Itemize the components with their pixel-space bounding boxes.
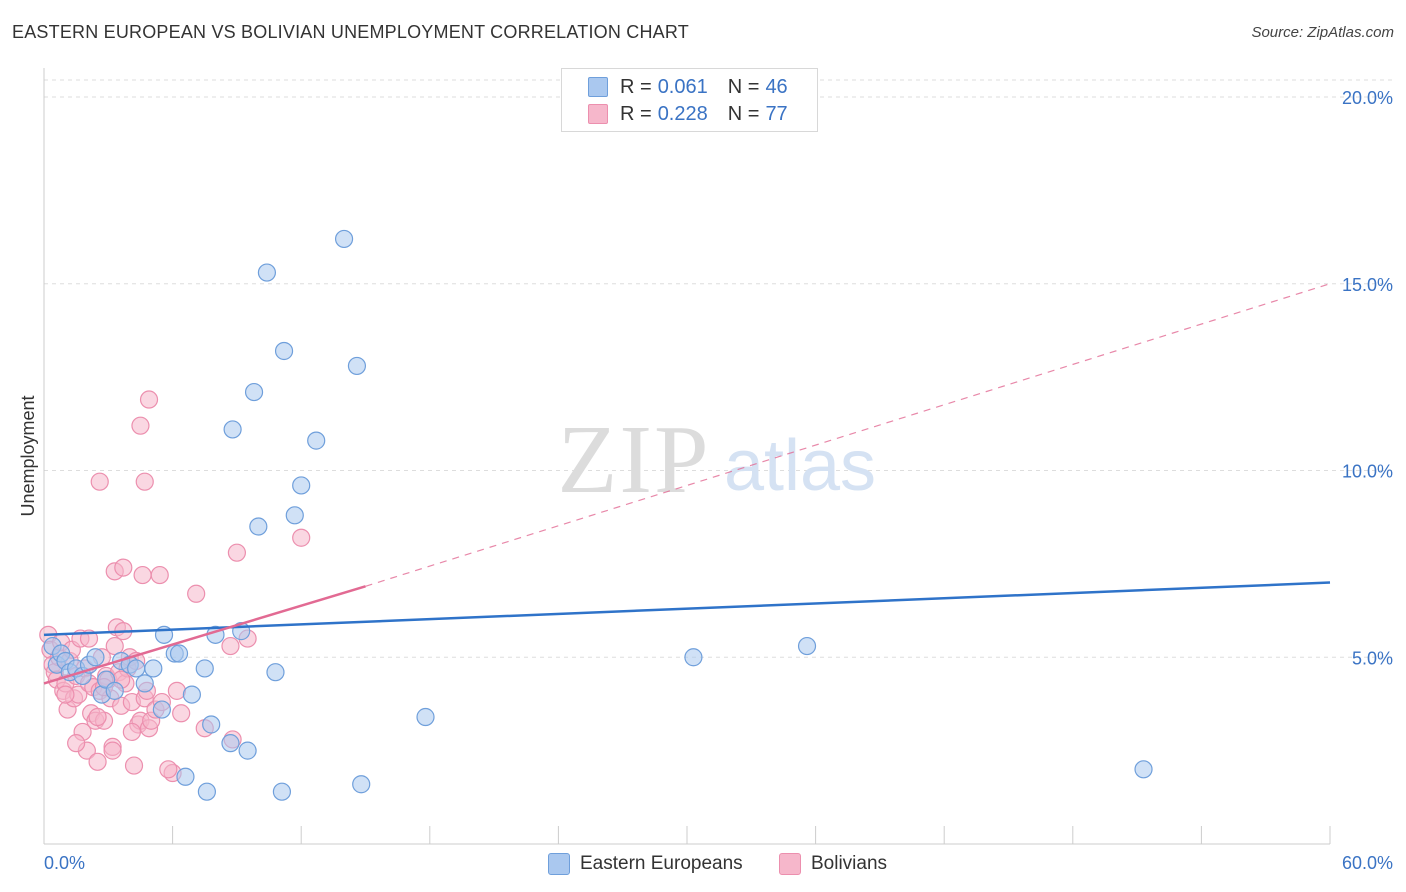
- bolivian-point: [167, 681, 186, 700]
- eastern-european-point: [1134, 760, 1153, 779]
- legend-n-label: N =: [727, 102, 760, 125]
- eastern-european-point: [197, 782, 216, 801]
- bolivian-point: [159, 760, 178, 779]
- eastern-european-point: [257, 263, 277, 282]
- bolivian-point: [67, 734, 86, 753]
- chart-title: EASTERN EUROPEAN VS BOLIVIAN UNEMPLOYMEN…: [12, 22, 689, 42]
- eastern-european-point: [684, 648, 703, 667]
- bolivian-point: [172, 704, 191, 723]
- eastern-european-point: [797, 636, 817, 656]
- bolivian-point: [221, 636, 240, 656]
- watermark-zip: ZIP: [558, 406, 711, 514]
- eastern-european-point: [202, 715, 221, 734]
- bolivian-point: [133, 565, 152, 585]
- bottom-legend-swatch-pink: [779, 853, 801, 875]
- y-axis-label: Unemployment: [18, 395, 38, 516]
- bolivian-point: [88, 707, 107, 727]
- bolivian-point: [150, 565, 169, 585]
- eastern-european-point: [182, 685, 201, 704]
- eastern-european-point: [135, 674, 154, 693]
- axis-labels: Unemployment 0.0% 60.0% 5.0% 10.0% 15.0% 20…: [18, 88, 1393, 873]
- eastern-european-point: [195, 659, 214, 678]
- bolivian-point: [131, 416, 150, 435]
- eastern-european-point: [238, 741, 257, 760]
- legend-r-value: 0.061: [657, 75, 708, 98]
- eastern-european-point: [347, 356, 367, 376]
- data-points: [39, 229, 1153, 801]
- bolivian-point: [90, 472, 109, 491]
- bolivian-point: [124, 756, 144, 775]
- eastern-european-point: [244, 382, 264, 402]
- eastern-european-point: [223, 420, 242, 439]
- y-tick-label: 10.0%: [1342, 462, 1393, 482]
- legend-n-value: 77: [765, 102, 788, 125]
- bottom-legend-eastern-europeans: Eastern Europeans: [548, 852, 743, 876]
- y-tick-label: 15.0%: [1342, 275, 1393, 295]
- eastern-european-point: [144, 659, 163, 678]
- watermark: ZIP atlas: [558, 406, 877, 514]
- bottom-legend-label: Eastern Europeans: [580, 853, 743, 874]
- bottom-legend-bolivians: Bolivians: [779, 852, 887, 876]
- legend-r-value: 0.228: [657, 102, 708, 125]
- watermark-atlas: atlas: [724, 426, 876, 506]
- axes: [43, 68, 1331, 845]
- eastern-european-point: [221, 734, 240, 753]
- eastern-european-point: [169, 644, 189, 663]
- bottom-legend-swatch-blue: [548, 853, 570, 875]
- legend-swatch-blue: [588, 77, 608, 97]
- bolivian-point: [122, 722, 141, 742]
- bolivian-point: [139, 390, 159, 409]
- legend-r-label: R =: [620, 102, 652, 125]
- bolivian-point: [227, 543, 246, 562]
- eastern-european-point: [127, 659, 146, 678]
- bolivian-trend-line: [43, 585, 366, 685]
- source-label: Source: ZipAtlas.com: [1251, 24, 1394, 41]
- bolivian-point: [103, 741, 122, 760]
- eastern-european-point: [86, 648, 105, 667]
- eastern-european-point: [105, 681, 124, 700]
- bolivian-point: [114, 558, 133, 577]
- legend-row-eastern-europeans: R = 0.061 N = 46: [588, 75, 788, 99]
- correlation-legend: R = 0.061 N = 46 R = 0.228 N = 77: [561, 68, 818, 132]
- legend-row-bolivians: R = 0.228 N = 77: [588, 102, 788, 126]
- eastern-european-trend-line: [43, 581, 1331, 637]
- bolivian-point: [88, 752, 107, 771]
- eastern-european-point: [352, 775, 371, 794]
- bolivian-point: [292, 528, 311, 547]
- eastern-european-point: [249, 517, 268, 536]
- eastern-european-point: [285, 506, 304, 525]
- legend-n-value: 46: [765, 75, 788, 98]
- eastern-european-point: [274, 341, 294, 361]
- bolivian-point: [56, 685, 75, 704]
- legend-r-label: R =: [620, 75, 652, 98]
- x-tick-label-min: 0.0%: [44, 853, 85, 873]
- eastern-european-point: [307, 431, 326, 450]
- trend-lines: [43, 283, 1331, 685]
- x-tick-label-max: 60.0%: [1342, 853, 1393, 873]
- gridlines: [44, 79, 1393, 658]
- eastern-european-point: [152, 700, 171, 719]
- bolivian-point: [105, 636, 124, 656]
- eastern-european-point: [272, 782, 292, 801]
- legend-swatch-pink: [588, 104, 608, 124]
- eastern-european-point: [176, 767, 195, 786]
- eastern-european-point: [292, 476, 311, 495]
- eastern-european-point: [334, 229, 354, 249]
- bottom-legend-label: Bolivians: [811, 853, 888, 874]
- eastern-european-point: [416, 707, 435, 727]
- y-tick-label: 5.0%: [1352, 648, 1393, 668]
- bolivian-point: [187, 584, 206, 603]
- bolivian-point: [135, 472, 154, 491]
- legend-n-label: N =: [727, 75, 760, 98]
- y-tick-label: 20.0%: [1342, 88, 1393, 108]
- eastern-european-point: [266, 663, 285, 682]
